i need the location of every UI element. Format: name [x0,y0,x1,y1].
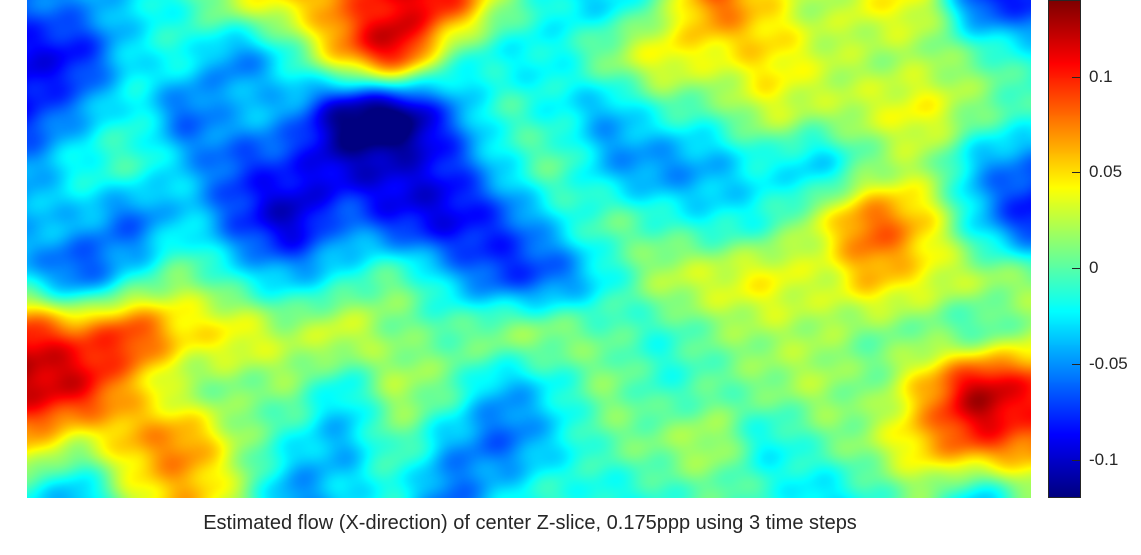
colorbar-tick-mark [1072,172,1080,173]
colorbar-tick-mark [1072,268,1080,269]
colorbar-tick-mark [1072,460,1080,461]
colorbar-tick-label: -0.1 [1089,450,1119,469]
heatmap-plot [27,0,1031,498]
colorbar-tick-mark [1072,77,1080,78]
colorbar-tick-mark [1072,364,1080,365]
chart-title: Estimated flow (X-direction) of center Z… [203,512,857,534]
colorbar-tick-label: -0.05 [1089,354,1128,373]
colorbar-tick-label: 0 [1089,258,1099,277]
heatmap-image [27,0,1031,498]
colorbar-tick-label: 0.05 [1089,162,1123,181]
colorbar [1048,0,1081,498]
colorbar-tick-label: 0.1 [1089,67,1113,86]
